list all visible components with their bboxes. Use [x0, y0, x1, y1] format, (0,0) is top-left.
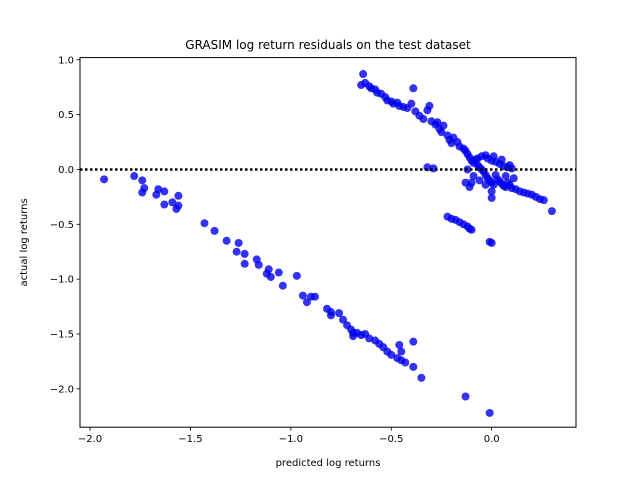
data-point: [335, 309, 344, 318]
y-tick-label: −1.0: [50, 275, 74, 286]
data-point: [266, 272, 275, 281]
x-axis-label: predicted log returns: [276, 458, 381, 469]
data-point: [409, 84, 418, 93]
data-point: [437, 128, 446, 137]
data-point: [278, 281, 287, 290]
data-point: [501, 172, 510, 181]
data-point: [160, 200, 169, 209]
x-tick-label: −0.5: [379, 434, 403, 445]
data-point: [160, 187, 169, 196]
data-point: [130, 172, 139, 181]
data-point: [240, 259, 249, 268]
data-point: [210, 226, 219, 235]
data-point: [302, 298, 311, 307]
data-point: [359, 70, 368, 79]
data-point: [547, 207, 556, 216]
y-axis-label: actual log returns: [19, 198, 30, 286]
data-point: [489, 152, 498, 161]
plot-area-frame: [79, 57, 577, 428]
data-point: [481, 151, 490, 160]
chart-title: GRASIM log return residuals on the test …: [185, 38, 471, 52]
data-point: [310, 292, 319, 301]
y-tick-label: 0.0: [58, 165, 74, 176]
data-point: [401, 358, 410, 367]
data-point: [240, 249, 249, 258]
x-tick-label: −1.0: [279, 434, 303, 445]
data-point: [417, 373, 426, 382]
data-point: [168, 198, 177, 207]
x-tick-label: 0.0: [484, 434, 500, 445]
data-point: [172, 204, 181, 213]
y-tick-label: −2.0: [50, 384, 74, 395]
data-point: [409, 337, 418, 346]
data-point: [387, 350, 396, 359]
data-point: [409, 362, 418, 371]
data-point: [487, 193, 496, 202]
data-point: [539, 196, 548, 205]
data-point: [298, 291, 307, 300]
data-point: [274, 268, 283, 277]
data-point: [254, 260, 263, 269]
data-point: [487, 238, 496, 247]
data-point: [222, 236, 231, 245]
data-point: [509, 174, 518, 183]
data-point: [395, 340, 404, 349]
data-point: [200, 219, 209, 228]
data-point: [327, 311, 336, 320]
y-tick-label: −1.5: [50, 329, 74, 340]
data-points: [100, 70, 556, 417]
data-point: [481, 180, 490, 189]
data-point: [232, 247, 241, 256]
y-tick-label: 0.5: [58, 110, 74, 121]
data-point: [461, 392, 470, 401]
data-point: [425, 101, 434, 110]
data-point: [489, 180, 498, 189]
x-axis-ticks: −2.0 −1.5 −1.0 −0.5 0.0: [78, 427, 500, 445]
data-point: [475, 176, 484, 185]
data-point: [463, 165, 472, 174]
data-point: [234, 238, 243, 247]
data-point: [467, 225, 476, 234]
data-point: [465, 183, 474, 192]
data-point: [473, 154, 482, 163]
data-point: [174, 191, 183, 200]
data-point: [469, 172, 478, 181]
data-point: [154, 185, 163, 194]
x-tick-label: −2.0: [78, 434, 102, 445]
data-point: [485, 408, 494, 417]
data-point: [505, 161, 514, 170]
data-point: [292, 271, 301, 280]
data-point: [138, 188, 147, 197]
data-point: [439, 121, 448, 130]
data-point: [433, 118, 442, 127]
data-point: [487, 187, 496, 196]
y-tick-label: 1.0: [58, 55, 74, 66]
data-point: [365, 334, 374, 343]
x-tick-label: −1.5: [178, 434, 202, 445]
y-axis-ticks: −2.0 −1.5 −1.0 −0.5 0.0 0.5 1.0: [50, 55, 80, 395]
data-point: [419, 115, 428, 124]
data-point: [407, 99, 416, 108]
data-point: [397, 347, 406, 356]
data-point: [138, 176, 147, 185]
data-point: [100, 175, 109, 184]
y-tick-label: −0.5: [50, 220, 74, 231]
data-point: [497, 155, 506, 164]
data-point: [339, 315, 348, 324]
